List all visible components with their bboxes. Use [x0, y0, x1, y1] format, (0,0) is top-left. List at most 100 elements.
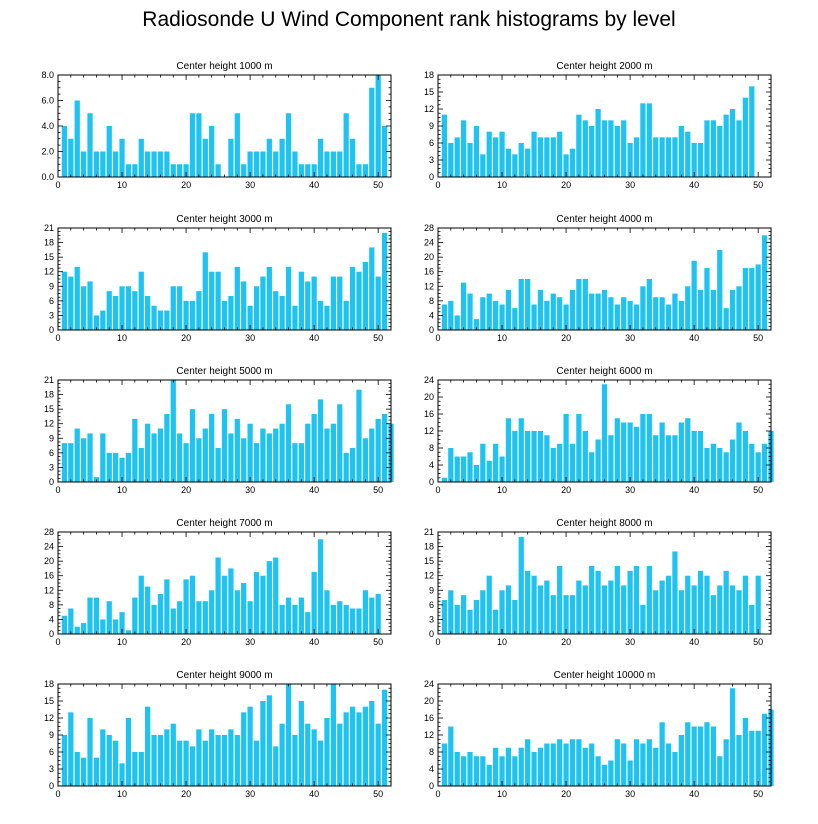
bar: [228, 568, 234, 634]
y-tick-label: 20: [44, 556, 54, 566]
x-tick-label: 0: [435, 637, 440, 647]
bar: [125, 630, 132, 634]
y-tick-label: 0: [49, 477, 54, 487]
bar: [87, 433, 93, 482]
panel-1: Center height 1000 m 0.0 2.0 4.0 6.0 8.0 0 10 20…: [41, 61, 392, 190]
panel-title: Center height 2000 m: [556, 61, 652, 72]
x-tick-label: 30: [245, 789, 255, 799]
x-tick-label: 50: [753, 485, 763, 495]
bar: [375, 593, 381, 634]
bar: [183, 300, 189, 330]
bar: [640, 286, 646, 330]
bar: [460, 756, 467, 786]
bar: [569, 148, 576, 177]
bar: [749, 268, 755, 330]
bar: [614, 126, 620, 177]
bar: [614, 739, 620, 786]
bar: [356, 712, 362, 786]
bar: [273, 291, 279, 330]
bar: [678, 590, 684, 634]
bar: [170, 164, 176, 177]
bar: [685, 722, 691, 786]
bar: [448, 300, 454, 330]
bar: [704, 575, 710, 634]
bar: [723, 570, 729, 634]
bar: [557, 443, 563, 482]
bar: [145, 586, 151, 634]
y-tick-label: 9: [429, 121, 434, 131]
bar: [454, 456, 460, 482]
x-tick-label: 20: [561, 637, 571, 647]
bar: [729, 688, 736, 786]
bar: [505, 289, 512, 330]
bar: [279, 604, 285, 634]
bar: [441, 477, 448, 482]
bar: [710, 289, 716, 330]
bar: [505, 418, 512, 482]
y-tick-label: 12: [44, 267, 54, 277]
x-tick-label: 50: [373, 637, 383, 647]
panel-title: Center height 9000 m: [176, 670, 272, 681]
bar: [362, 164, 369, 177]
bar: [633, 426, 640, 482]
bar: [736, 286, 742, 330]
bar: [177, 286, 183, 330]
bar: [505, 585, 512, 634]
bar: [266, 561, 272, 634]
bar: [525, 148, 531, 177]
bar: [576, 279, 582, 330]
bar: [480, 443, 486, 482]
bar: [531, 431, 537, 482]
bar: [68, 276, 74, 330]
bar: [196, 113, 202, 177]
bar: [557, 566, 563, 634]
bar: [601, 289, 608, 330]
bar: [260, 575, 266, 634]
bar: [518, 279, 524, 330]
bar: [749, 86, 755, 177]
panel-8: Center height 8000 m 0 3 6 9 12 15 18 21 0 10 20 30 4…: [424, 518, 772, 647]
x-tick-label: 20: [561, 485, 571, 495]
x-tick-label: 30: [625, 180, 635, 190]
bar: [273, 151, 279, 177]
bar: [196, 438, 202, 482]
bar: [279, 423, 285, 482]
bar: [138, 575, 144, 634]
bar: [74, 626, 80, 634]
y-tick-label: 12: [424, 104, 434, 114]
bar: [525, 739, 531, 786]
bar: [493, 137, 499, 177]
bar: [473, 600, 480, 634]
bar: [525, 279, 531, 330]
bar: [113, 740, 119, 786]
bar: [749, 443, 755, 482]
x-tick-label: 0: [55, 485, 60, 495]
x-tick-label: 40: [309, 485, 319, 495]
bar: [665, 575, 672, 634]
bar: [665, 743, 672, 786]
y-tick-label: 12: [424, 730, 434, 740]
y-tick-label: 0: [429, 172, 434, 182]
panel-title: Center height 7000 m: [176, 518, 272, 529]
bar: [285, 113, 292, 177]
x-tick-label: 40: [689, 789, 699, 799]
bar: [665, 435, 672, 482]
bar: [512, 154, 518, 177]
bar: [356, 608, 362, 634]
bar: [292, 443, 298, 482]
bar: [697, 726, 704, 786]
bar: [298, 271, 304, 330]
bar: [253, 151, 260, 177]
bar: [544, 580, 550, 634]
bar: [729, 289, 736, 330]
bar: [196, 291, 202, 330]
y-tick-label: 0: [49, 629, 54, 639]
bar: [685, 286, 691, 330]
y-tick-label: 9: [49, 433, 54, 443]
panel-4: Center height 4000 m 0 4 8 12 16 20 24 28 0 10 20 30…: [424, 214, 772, 343]
x-tick-label: 50: [373, 180, 383, 190]
bar: [279, 296, 285, 330]
bar: [151, 305, 157, 330]
bar: [260, 428, 266, 482]
y-tick-label: 21: [44, 375, 54, 385]
